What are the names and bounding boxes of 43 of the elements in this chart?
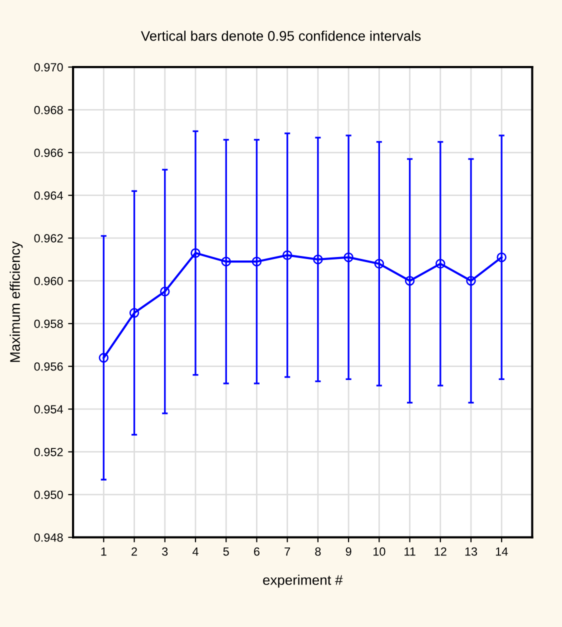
- x-tick-label: 4: [192, 547, 198, 556]
- point: [466, 276, 476, 286]
- point: [98, 352, 109, 363]
- y-tick-label: 0.950: [34, 490, 63, 499]
- x-tick-label: 7: [284, 547, 290, 556]
- x-tick-label: 6: [254, 547, 260, 556]
- point: [190, 248, 200, 258]
- x-tick-label: 11: [404, 547, 416, 556]
- y-axis-title: Maximum efficiency: [10, 241, 23, 362]
- x-tick-label: 9: [346, 547, 352, 556]
- x-tick-label: 8: [315, 547, 321, 556]
- y-tick-label: 0.952: [34, 448, 63, 456]
- point: [252, 256, 262, 266]
- point: [160, 286, 170, 296]
- x-tick-label: 1: [101, 547, 106, 556]
- x-tick-label: 12: [434, 547, 446, 556]
- x-axis-title: experiment #: [263, 574, 343, 588]
- y-tick-label: 0.948: [34, 533, 63, 542]
- x-tick-label: 5: [223, 547, 229, 556]
- point: [436, 258, 446, 269]
- y-tick-label: 0.968: [34, 106, 63, 114]
- point: [344, 252, 354, 262]
- y-tick-label: 0.970: [34, 63, 63, 72]
- x-tick-label: 13: [465, 547, 478, 556]
- y-tick-label: 0.954: [34, 405, 63, 414]
- point: [496, 252, 506, 262]
- chart-title: Vertical bars denote 0.95 confidence intervals: [140, 30, 421, 41]
- point: [129, 308, 140, 318]
- x-tick-label: 10: [374, 547, 386, 556]
- x-tick-label: 14: [496, 547, 508, 556]
- point: [374, 258, 384, 269]
- point: [404, 276, 415, 286]
- y-tick-label: 0.964: [34, 191, 63, 200]
- point: [313, 254, 323, 264]
- x-tick-label: 3: [162, 547, 168, 556]
- y-tick-label: 0.956: [34, 362, 63, 371]
- x-tick-label: 2: [132, 547, 137, 556]
- y-tick-label: 0.962: [34, 234, 63, 242]
- point: [221, 256, 231, 266]
- point: [282, 250, 292, 260]
- y-tick-label: 0.960: [34, 276, 63, 286]
- y-tick-label: 0.966: [34, 148, 63, 157]
- y-tick-label: 0.958: [34, 320, 63, 328]
